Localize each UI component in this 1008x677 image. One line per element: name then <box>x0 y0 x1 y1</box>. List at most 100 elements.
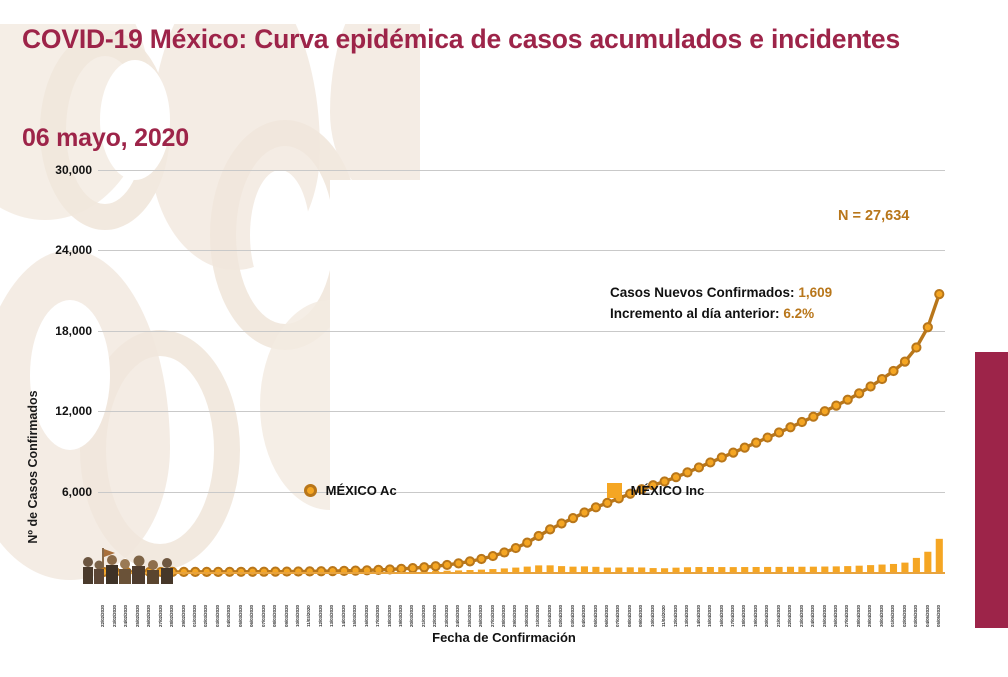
x-tick-label: 28/02/2020 <box>169 605 175 627</box>
incidence-bar <box>775 566 783 572</box>
legend-label-acumulados: MÉXICO Ac <box>325 483 397 498</box>
increment-value: 6.2% <box>783 305 815 321</box>
incidence-bar <box>432 570 440 572</box>
legend-item-incidentes[interactable]: MÉXICO Inc <box>606 483 705 498</box>
x-tick-label: 13/03/2020 <box>329 605 335 627</box>
x-tick-label: 29/04/2020 <box>867 605 873 627</box>
x-tick-label: 12/04/2020 <box>672 605 678 627</box>
cumulative-marker <box>670 472 682 483</box>
x-tick-label: 26/04/2020 <box>832 605 838 627</box>
cumulative-marker <box>430 561 441 572</box>
x-tick-label: 23/03/2020 <box>443 605 449 627</box>
incidence-bar <box>546 565 554 572</box>
x-axis-line <box>98 572 945 574</box>
cumulative-marker <box>476 553 487 565</box>
x-tick-label: 01/05/2020 <box>890 605 896 627</box>
incidence-bar <box>764 566 772 572</box>
cumulative-marker <box>934 289 945 300</box>
cumulative-marker <box>682 467 693 478</box>
incidence-bar <box>844 566 852 572</box>
x-tick-label: 21/03/2020 <box>420 605 426 627</box>
x-tick-label: 09/03/2020 <box>283 605 289 627</box>
x-tick-label: 15/03/2020 <box>352 605 358 627</box>
x-tick-label: 25/02/2020 <box>134 605 140 627</box>
series-canvas <box>98 289 945 578</box>
gridline <box>98 330 945 332</box>
incidence-bar <box>603 567 611 572</box>
incidence-bar <box>798 566 806 572</box>
cumulative-marker <box>453 558 464 569</box>
x-tick-label: 03/04/2020 <box>569 605 575 627</box>
x-tick-label: 22/04/2020 <box>787 605 793 627</box>
incidence-bar <box>443 570 451 572</box>
historical-figures-watermark <box>82 548 178 584</box>
incidence-bar <box>523 566 531 572</box>
cumulative-marker <box>865 381 876 392</box>
cumulative-marker <box>888 365 899 377</box>
x-tick-label: 09/04/2020 <box>638 605 644 627</box>
incidence-bar <box>901 562 909 572</box>
incidence-bar <box>489 569 497 572</box>
cumulative-marker <box>499 547 510 558</box>
x-tick-label: 08/03/2020 <box>272 605 278 627</box>
incidence-bar <box>626 567 634 572</box>
x-tick-label: 29/02/2020 <box>180 605 186 627</box>
cumulative-marker <box>911 342 922 353</box>
legend-label-incidentes: MÉXICO Inc <box>630 483 705 498</box>
x-tick-label: 17/04/2020 <box>729 605 735 627</box>
cumulative-marker <box>854 388 865 399</box>
cumulative-marker <box>442 559 453 571</box>
cumulative-marker <box>751 437 762 448</box>
cumulative-marker <box>899 356 911 367</box>
x-tick-label: 16/03/2020 <box>363 605 369 627</box>
gridline <box>98 411 945 413</box>
incidence-bar <box>569 566 577 572</box>
x-tick-label: 15/04/2020 <box>707 605 713 627</box>
x-tick-label: 01/04/2020 <box>546 605 552 627</box>
y-tick-label: 18,000 <box>55 323 92 338</box>
incidence-bar <box>477 569 485 572</box>
incidence-bar <box>500 568 508 572</box>
cumulative-marker <box>545 524 556 535</box>
cumulative-marker <box>533 530 544 542</box>
x-axis-tick-labels: 22/02/2020 23/02/2020 24/02/2020 25/02/2020… <box>98 575 945 627</box>
x-tick-label: 13/04/2020 <box>684 605 690 627</box>
x-tick-label: 30/04/2020 <box>878 605 884 627</box>
incidence-bar <box>855 565 863 572</box>
cumulative-marker <box>693 462 705 473</box>
x-tick-label: 24/02/2020 <box>123 605 129 627</box>
incidence-bar <box>809 566 817 572</box>
cumulative-marker <box>602 497 613 508</box>
x-tick-label: 05/03/2020 <box>237 605 243 627</box>
incidence-bar <box>638 567 646 572</box>
x-tick-label: 04/05/2020 <box>924 605 930 627</box>
x-tick-label: 07/03/2020 <box>260 605 266 627</box>
x-tick-label: 29/03/2020 <box>512 605 518 627</box>
x-tick-label: 26/02/2020 <box>146 605 152 627</box>
x-tick-label: 05/04/2020 <box>592 605 598 627</box>
x-tick-label: 25/03/2020 <box>466 605 472 627</box>
incidence-bar <box>672 567 680 572</box>
cumulative-marker <box>648 480 659 491</box>
y-tick-label: 12,000 <box>55 404 92 419</box>
x-tick-label: 17/03/2020 <box>375 605 381 627</box>
x-tick-label: 06/03/2020 <box>249 605 255 627</box>
x-tick-label: 21/04/2020 <box>775 605 781 627</box>
x-tick-label: 27/04/2020 <box>844 605 850 627</box>
y-axis-ticks: 6,000 12,000 18,000 24,000 30,000 <box>20 163 92 580</box>
legend-item-acumulados[interactable]: MÉXICO Ac <box>303 483 397 498</box>
x-tick-label: 08/04/2020 <box>626 605 632 627</box>
plot-area <box>98 170 945 578</box>
cumulative-marker <box>831 400 842 411</box>
x-tick-label: 16/04/2020 <box>718 605 724 627</box>
cumulative-marker <box>773 427 785 438</box>
incidence-bar <box>752 566 760 572</box>
incidence-bar <box>615 567 623 572</box>
x-axis-title: Fecha de Confirmación <box>432 630 576 645</box>
x-tick-label: 27/03/2020 <box>489 605 495 627</box>
x-tick-label: 22/02/2020 <box>100 605 106 627</box>
x-tick-label: 02/03/2020 <box>203 605 209 627</box>
x-tick-label: 01/03/2020 <box>191 605 197 627</box>
incidence-bar <box>580 566 588 572</box>
